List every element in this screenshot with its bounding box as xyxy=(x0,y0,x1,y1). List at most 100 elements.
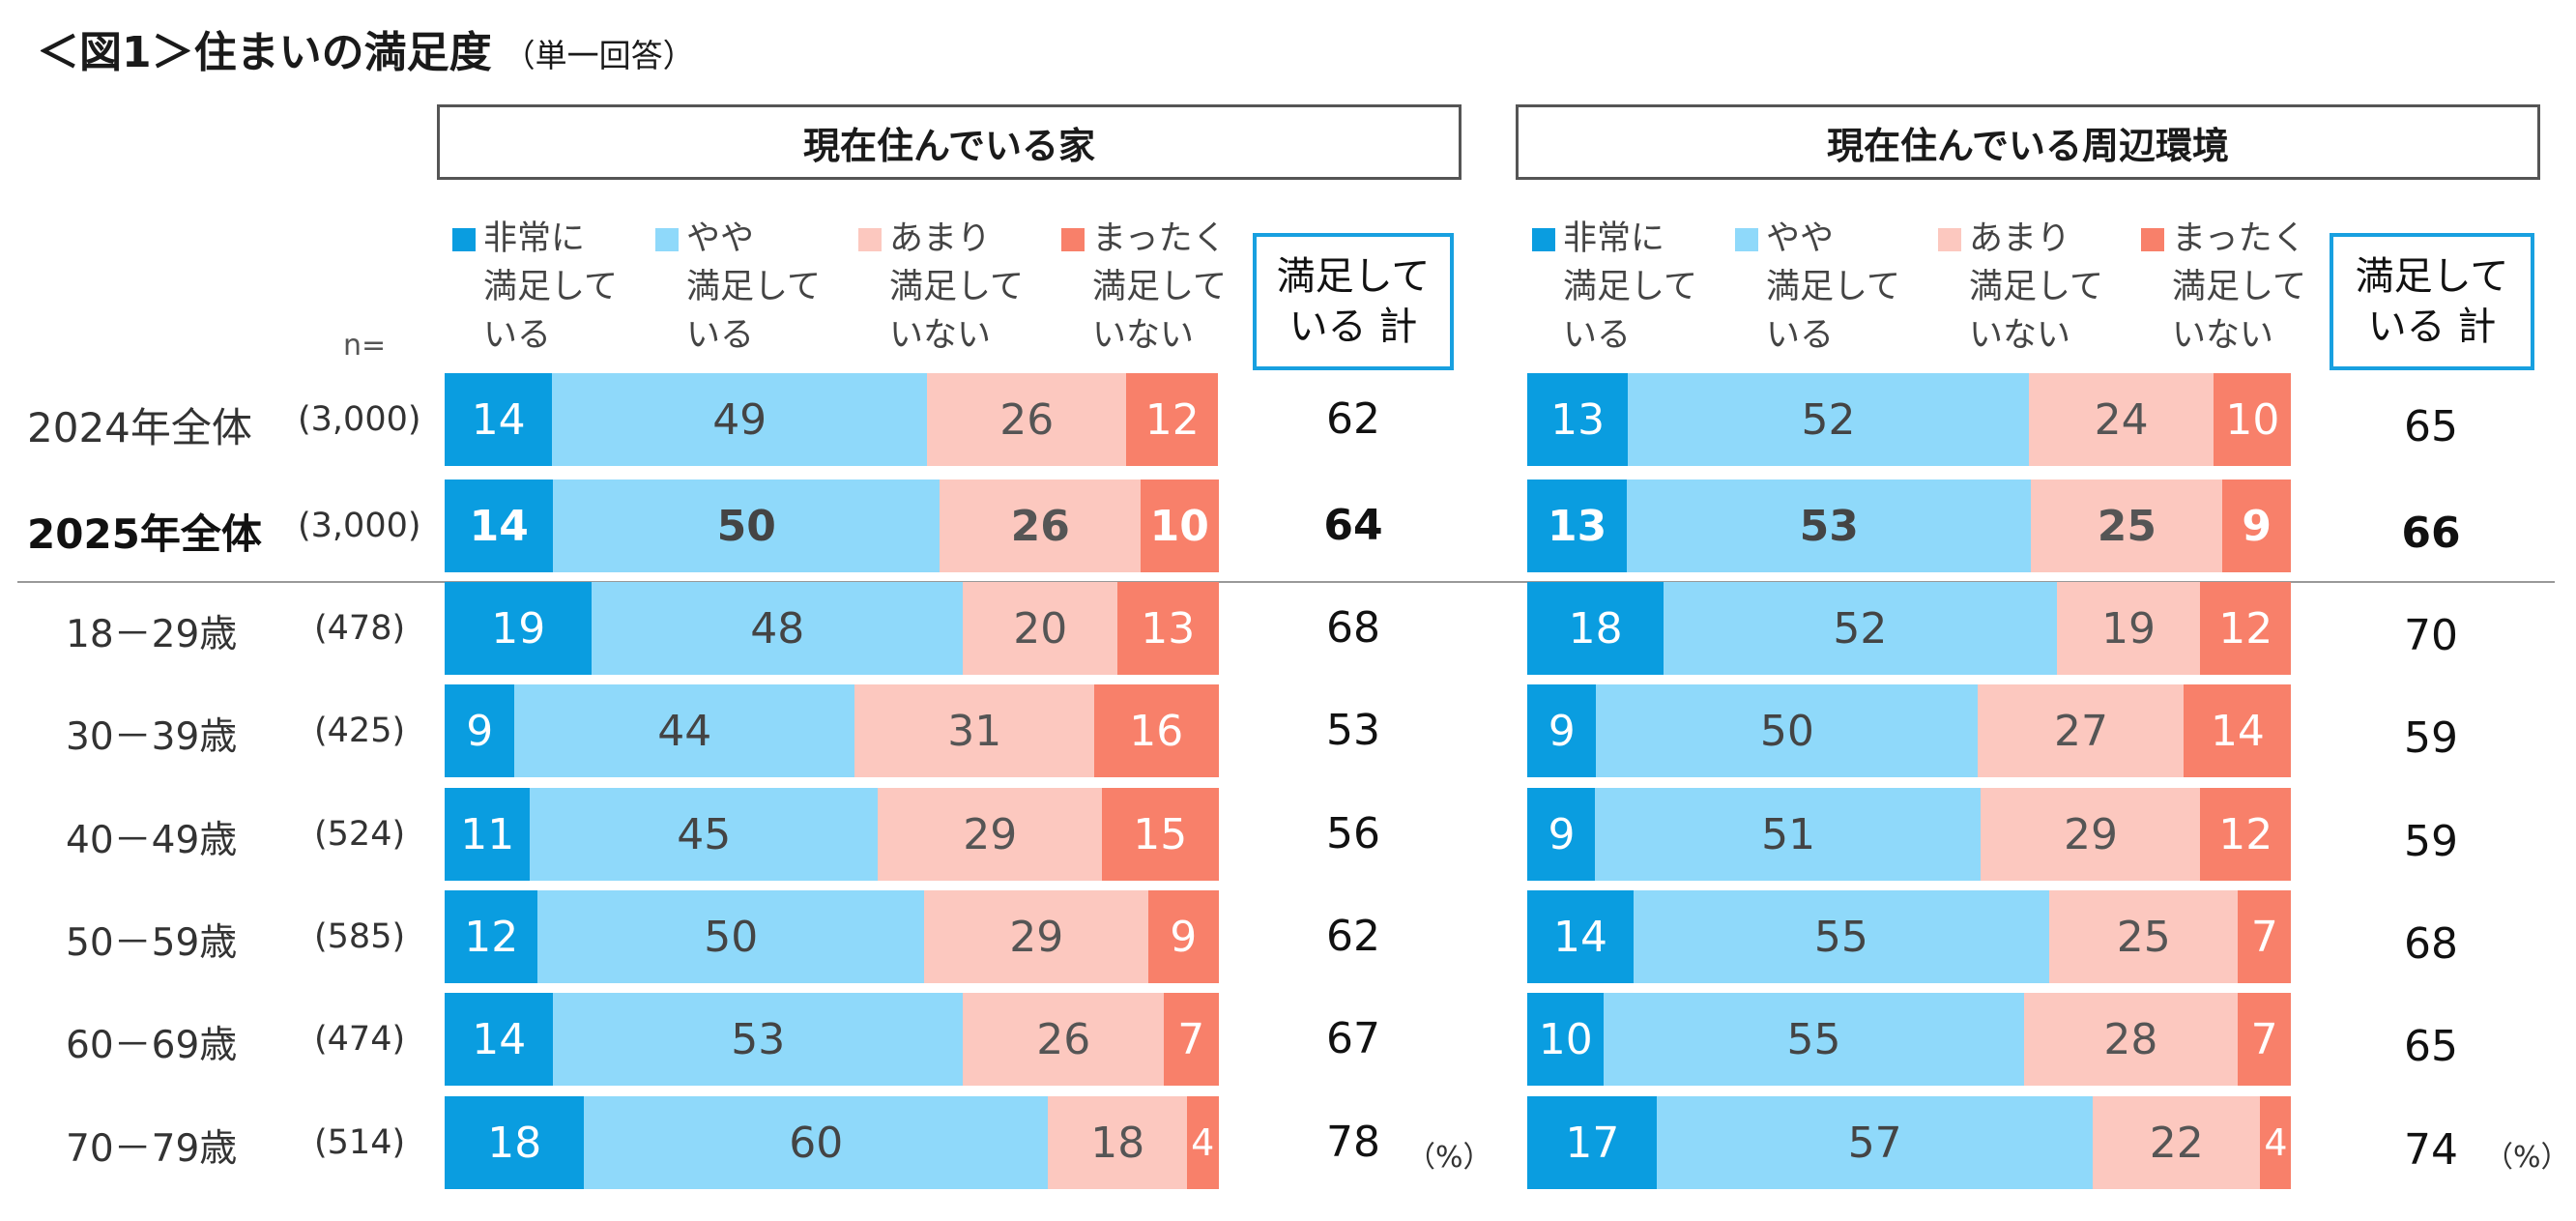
bar-segment: 9 xyxy=(1527,788,1596,881)
legend-label: あまり 満足して いない xyxy=(1969,219,2103,355)
bar-segment: 9 xyxy=(445,684,515,777)
bar-segment: 12 xyxy=(1125,373,1219,466)
bar-segment: 28 xyxy=(2023,993,2239,1086)
legend-item: 非常に 満足して いる xyxy=(1532,215,1735,360)
bar-segment: 31 xyxy=(854,684,1095,777)
bar-segment: 10 xyxy=(1527,993,1605,1086)
legend-item: まったく 満足して いない xyxy=(1061,215,1264,360)
bar-segment: 7 xyxy=(2237,993,2292,1086)
legend-label: あまり 満足して いない xyxy=(889,219,1024,355)
legend-item: 非常に 満足して いる xyxy=(452,215,655,360)
row-label: 60－69歳 xyxy=(66,1024,238,1067)
panel-title: 現在住んでいる周辺環境 xyxy=(1516,104,2540,180)
bar-segment: 7 xyxy=(1164,993,1219,1086)
bar-segment: 11 xyxy=(445,788,531,881)
total-value: 65 xyxy=(2404,1022,2458,1071)
bar-segment: 16 xyxy=(1094,684,1219,777)
total-value: 66 xyxy=(2401,509,2461,558)
total-value: 65 xyxy=(2404,402,2458,451)
bar-segment: 20 xyxy=(963,582,1118,675)
bar-segment: 4 xyxy=(1187,1096,1219,1189)
bar-segment: 13 xyxy=(1527,480,1628,572)
legend-swatch xyxy=(655,228,679,251)
bar-segment: 50 xyxy=(553,480,941,572)
bar-segment: 53 xyxy=(553,993,964,1086)
row-n: (425) xyxy=(314,712,406,750)
row-label: 2025年全体 xyxy=(27,510,262,558)
bar-segment: 26 xyxy=(927,373,1127,466)
bar-segment: 14 xyxy=(1527,890,1634,983)
row-n: (3,000) xyxy=(298,507,421,545)
bar-segment: 19 xyxy=(2056,582,2201,675)
unit-label: （%） xyxy=(2484,1141,2570,1175)
bar-segment: 9 xyxy=(1527,684,1597,777)
row-n: (478) xyxy=(314,609,406,648)
bar-segment: 15 xyxy=(1102,788,1219,881)
row-label: 18－29歳 xyxy=(66,613,238,656)
total-value: 64 xyxy=(1323,501,1383,550)
legend-label: やや 満足して いる xyxy=(686,219,821,355)
bar-segment: 12 xyxy=(2200,582,2292,675)
legend-item: やや 満足して いる xyxy=(1735,215,1938,360)
bar-segment: 49 xyxy=(551,373,928,466)
bar-segment: 14 xyxy=(445,480,554,572)
bar-segment: 18 xyxy=(1527,582,1664,675)
bar-segment: 26 xyxy=(940,480,1142,572)
n-label: n= xyxy=(343,329,387,363)
total-value: 59 xyxy=(2404,713,2458,763)
bar-segment: 48 xyxy=(592,582,964,675)
legend-label: まったく 満足して いない xyxy=(2172,219,2306,355)
total-value: 67 xyxy=(1326,1014,1380,1063)
legend-swatch xyxy=(2141,228,2164,251)
chart-title: ＜図1＞住まいの満足度 （単一回答） xyxy=(37,17,695,79)
bar-segment: 44 xyxy=(514,684,855,777)
bar-segment: 14 xyxy=(2184,684,2292,777)
bar-segment: 52 xyxy=(1627,373,2030,466)
total-value: 68 xyxy=(2404,919,2458,969)
total-value: 62 xyxy=(1326,912,1380,961)
legend-label: まったく 満足して いない xyxy=(1092,219,1227,355)
total-value: 78 xyxy=(1326,1118,1380,1167)
bar-segment: 19 xyxy=(445,582,593,675)
bar-segment: 45 xyxy=(530,788,879,881)
bar-segment: 7 xyxy=(2238,890,2292,983)
bar-segment: 60 xyxy=(584,1096,1049,1189)
legend-item: やや 満足して いる xyxy=(655,215,858,360)
subtitle-text: （単一回答） xyxy=(503,37,695,74)
legend-swatch xyxy=(1061,228,1085,251)
bar-segment: 27 xyxy=(1978,684,2185,777)
bar-segment: 18 xyxy=(1048,1096,1188,1189)
bar-segment: 9 xyxy=(2221,480,2292,572)
bar-segment: 12 xyxy=(445,890,538,983)
bar-segment: 24 xyxy=(2028,373,2214,466)
legend-swatch xyxy=(1735,228,1758,251)
bar-segment: 29 xyxy=(1981,788,2201,881)
bar-segment: 29 xyxy=(924,890,1149,983)
bar-segment: 14 xyxy=(445,993,554,1086)
total-value: 68 xyxy=(1326,603,1380,653)
row-n: (585) xyxy=(314,917,406,956)
bar-segment: 12 xyxy=(2200,788,2292,881)
bar-segment: 55 xyxy=(1633,890,2050,983)
panel-title: 現在住んでいる家 xyxy=(437,104,1462,180)
bar-segment: 13 xyxy=(1117,582,1219,675)
bar-segment: 13 xyxy=(1527,373,1629,466)
bar-segment: 17 xyxy=(1527,1096,1658,1189)
bar-segment: 55 xyxy=(1604,993,2024,1086)
legend-item: あまり 満足して いない xyxy=(1938,215,2141,360)
total-value: 70 xyxy=(2404,611,2458,660)
legend-item: まったく 満足して いない xyxy=(2141,215,2344,360)
total-value: 74 xyxy=(2404,1125,2458,1175)
legend-swatch xyxy=(1938,228,1961,251)
bar-segment: 57 xyxy=(1657,1096,2094,1189)
legend-swatch xyxy=(858,228,882,251)
bar-segment: 10 xyxy=(2214,373,2292,466)
bar-segment: 50 xyxy=(1596,684,1979,777)
legend-swatch xyxy=(452,228,476,251)
bar-segment: 25 xyxy=(2048,890,2239,983)
bar-segment: 53 xyxy=(1626,480,2032,572)
row-n: (514) xyxy=(314,1123,406,1162)
bar-segment: 29 xyxy=(878,788,1103,881)
total-value: 62 xyxy=(1326,394,1380,444)
legend-label: 非常に 満足して いる xyxy=(483,219,618,355)
